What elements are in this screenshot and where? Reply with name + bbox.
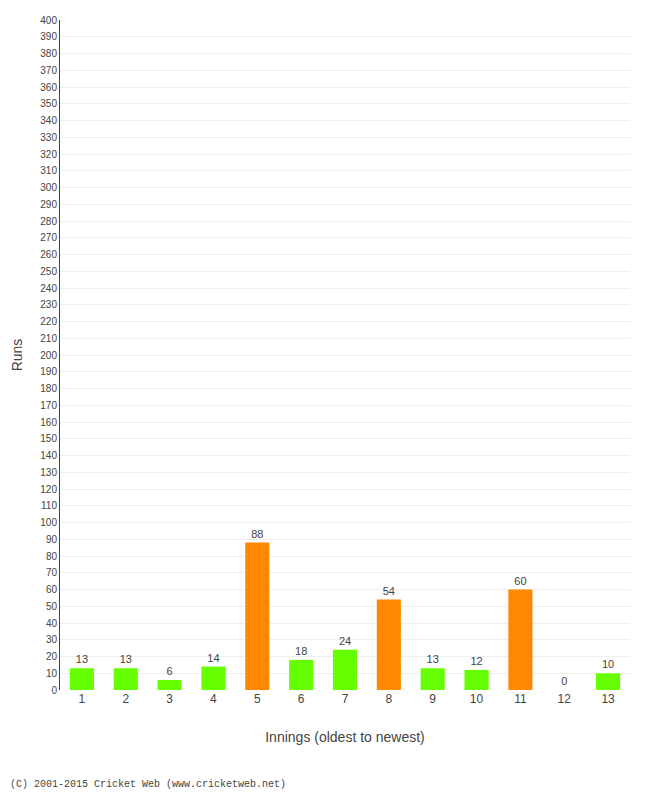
svg-text:320: 320 [40,149,57,160]
svg-text:210: 210 [40,333,57,344]
svg-text:12: 12 [558,692,572,706]
svg-text:270: 270 [40,232,57,243]
svg-text:140: 140 [40,450,57,461]
svg-text:12: 12 [470,655,482,667]
svg-text:230: 230 [40,299,57,310]
svg-text:18: 18 [295,645,307,657]
svg-text:350: 350 [40,98,57,109]
svg-text:190: 190 [40,366,57,377]
svg-text:110: 110 [41,500,57,511]
svg-text:60: 60 [514,575,526,587]
svg-text:390: 390 [40,31,57,42]
svg-text:340: 340 [40,115,57,126]
svg-text:13: 13 [120,653,132,665]
svg-text:240: 240 [40,283,57,294]
svg-text:170: 170 [40,400,57,411]
svg-text:360: 360 [40,82,57,93]
svg-text:9: 9 [429,692,436,706]
svg-text:50: 50 [46,601,58,612]
svg-text:370: 370 [40,65,57,76]
svg-text:90: 90 [46,534,58,545]
svg-text:250: 250 [40,266,57,277]
svg-text:13: 13 [601,692,615,706]
svg-text:30: 30 [46,634,58,645]
svg-text:Runs: Runs [9,339,25,372]
svg-text:100: 100 [40,517,57,528]
svg-text:5: 5 [254,692,261,706]
svg-text:260: 260 [40,249,57,260]
svg-text:150: 150 [40,433,57,444]
svg-text:290: 290 [40,199,57,210]
svg-text:220: 220 [40,316,57,327]
svg-text:14: 14 [207,652,219,664]
svg-text:120: 120 [40,484,57,495]
svg-text:310: 310 [40,165,57,176]
svg-text:13: 13 [427,653,439,665]
svg-text:10: 10 [470,692,484,706]
svg-text:2: 2 [122,692,129,706]
svg-text:10: 10 [46,668,58,679]
svg-text:280: 280 [40,216,57,227]
svg-text:80: 80 [46,551,58,562]
svg-text:180: 180 [40,383,57,394]
svg-text:60: 60 [46,584,58,595]
svg-text:1: 1 [79,692,86,706]
svg-text:330: 330 [40,132,57,143]
svg-text:7: 7 [342,692,349,706]
svg-text:0: 0 [51,685,57,696]
svg-text:8: 8 [386,692,393,706]
svg-text:6: 6 [167,665,173,677]
svg-text:3: 3 [166,692,173,706]
svg-text:24: 24 [339,635,351,647]
svg-text:(C) 2001-2015 Cricket Web (www: (C) 2001-2015 Cricket Web (www.cricketwe… [10,779,286,790]
svg-text:88: 88 [251,528,263,540]
svg-text:6: 6 [298,692,305,706]
svg-text:70: 70 [46,567,58,578]
svg-text:54: 54 [383,585,395,597]
svg-text:Innings (oldest to newest): Innings (oldest to newest) [265,729,425,745]
svg-text:130: 130 [40,467,57,478]
svg-text:200: 200 [40,350,57,361]
svg-text:40: 40 [46,618,58,629]
svg-text:4: 4 [210,692,217,706]
svg-text:0: 0 [561,675,567,687]
svg-text:20: 20 [46,651,58,662]
svg-text:400: 400 [40,15,57,26]
svg-text:10: 10 [602,658,614,670]
svg-text:13: 13 [76,653,88,665]
svg-text:300: 300 [40,182,57,193]
svg-text:380: 380 [40,48,57,59]
svg-text:160: 160 [40,417,57,428]
svg-text:11: 11 [514,692,527,706]
